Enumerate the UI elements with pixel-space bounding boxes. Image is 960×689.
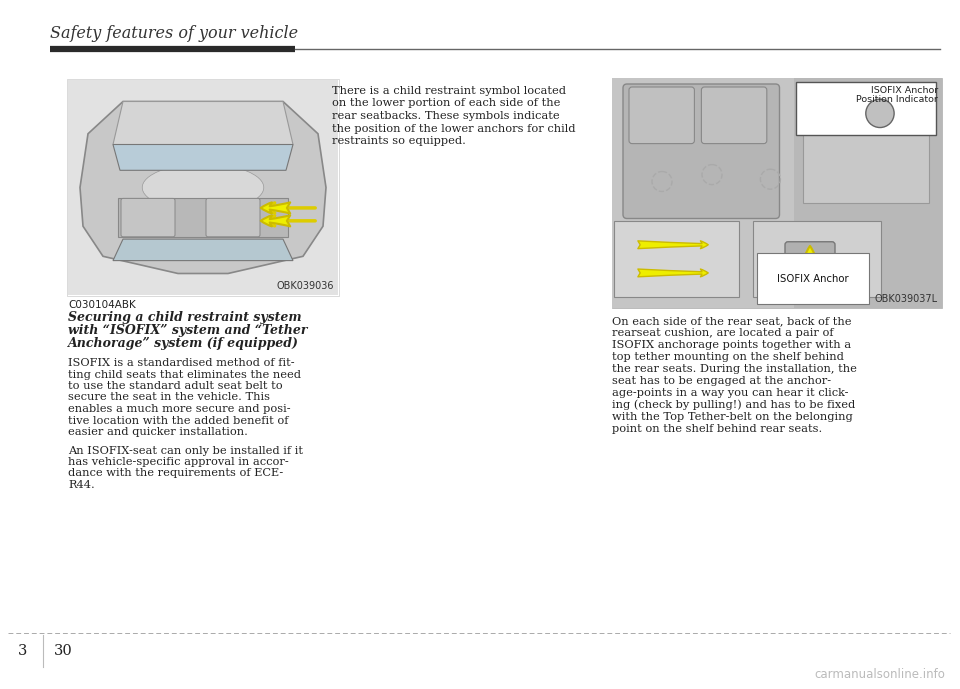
Text: rear seatbacks. These symbols indicate: rear seatbacks. These symbols indicate bbox=[332, 111, 560, 121]
Bar bbox=[118, 198, 288, 237]
Bar bbox=[67, 79, 339, 296]
Text: 30: 30 bbox=[54, 644, 72, 658]
Text: secure the seat in the vehicle. This: secure the seat in the vehicle. This bbox=[68, 393, 270, 402]
Text: OBK039036: OBK039036 bbox=[276, 281, 334, 291]
Polygon shape bbox=[113, 239, 293, 260]
Text: ISOFIX Anchor: ISOFIX Anchor bbox=[777, 274, 849, 284]
Text: seat has to be engaged at the anchor-: seat has to be engaged at the anchor- bbox=[612, 376, 831, 386]
Bar bbox=[68, 80, 338, 295]
Polygon shape bbox=[113, 101, 293, 155]
Text: On each side of the rear seat, back of the: On each side of the rear seat, back of t… bbox=[612, 316, 852, 326]
Text: Position Indicator: Position Indicator bbox=[856, 95, 938, 104]
FancyBboxPatch shape bbox=[206, 198, 260, 237]
FancyBboxPatch shape bbox=[796, 82, 936, 134]
Text: OBK039037L: OBK039037L bbox=[875, 294, 938, 304]
FancyBboxPatch shape bbox=[623, 84, 780, 218]
Text: R44.: R44. bbox=[68, 480, 95, 490]
Text: enables a much more secure and posi-: enables a much more secure and posi- bbox=[68, 404, 291, 414]
Polygon shape bbox=[80, 101, 326, 274]
Text: ISOFIX anchorage points together with a: ISOFIX anchorage points together with a bbox=[612, 340, 852, 350]
FancyBboxPatch shape bbox=[629, 87, 694, 143]
Text: carmanualsonline.info: carmanualsonline.info bbox=[814, 668, 945, 681]
Text: ing (check by pulling!) and has to be fixed: ing (check by pulling!) and has to be fi… bbox=[612, 400, 855, 410]
Text: An ISOFIX-seat can only be installed if it: An ISOFIX-seat can only be installed if … bbox=[68, 446, 303, 455]
Bar bbox=[612, 78, 794, 308]
Text: tive location with the added benefit of: tive location with the added benefit of bbox=[68, 415, 289, 426]
Text: There is a child restraint symbol located: There is a child restraint symbol locate… bbox=[332, 86, 566, 96]
Text: to use the standard adult seat belt to: to use the standard adult seat belt to bbox=[68, 381, 282, 391]
FancyBboxPatch shape bbox=[702, 87, 767, 143]
Bar bbox=[794, 78, 942, 308]
Text: rearseat cushion, are located a pair of: rearseat cushion, are located a pair of bbox=[612, 328, 833, 338]
Text: Safety features of your vehicle: Safety features of your vehicle bbox=[50, 25, 299, 42]
FancyBboxPatch shape bbox=[785, 242, 835, 263]
Bar bbox=[612, 78, 942, 308]
Polygon shape bbox=[113, 145, 293, 170]
Text: ting child seats that eliminates the need: ting child seats that eliminates the nee… bbox=[68, 369, 301, 380]
Text: age-points in a way you can hear it click-: age-points in a way you can hear it clic… bbox=[612, 388, 849, 398]
Ellipse shape bbox=[142, 164, 264, 211]
Text: point on the shelf behind rear seats.: point on the shelf behind rear seats. bbox=[612, 424, 823, 434]
Text: the rear seats. During the installation, the: the rear seats. During the installation,… bbox=[612, 364, 857, 374]
Text: with the Top Tether-belt on the belonging: with the Top Tether-belt on the belongin… bbox=[612, 412, 852, 422]
FancyBboxPatch shape bbox=[121, 198, 175, 237]
Circle shape bbox=[866, 99, 894, 127]
Text: restraints so equipped.: restraints so equipped. bbox=[332, 136, 466, 146]
Text: ISOFIX Anchor: ISOFIX Anchor bbox=[871, 86, 938, 95]
Text: Anchorage” system (if equipped): Anchorage” system (if equipped) bbox=[68, 337, 299, 350]
Text: Securing a child restraint system: Securing a child restraint system bbox=[68, 311, 301, 324]
Text: has vehicle-specific approval in accor-: has vehicle-specific approval in accor- bbox=[68, 457, 289, 467]
Text: ISOFIX is a standardised method of fit-: ISOFIX is a standardised method of fit- bbox=[68, 358, 295, 368]
Text: easier and quicker installation.: easier and quicker installation. bbox=[68, 427, 248, 437]
Bar bbox=[753, 220, 881, 297]
Bar bbox=[614, 220, 739, 297]
Text: with “ISOFIX” system and “Tether: with “ISOFIX” system and “Tether bbox=[68, 324, 307, 337]
Text: on the lower portion of each side of the: on the lower portion of each side of the bbox=[332, 99, 561, 108]
Text: 3: 3 bbox=[18, 644, 28, 658]
Bar bbox=[804, 83, 928, 203]
Text: C030104ABK: C030104ABK bbox=[68, 300, 135, 310]
Text: dance with the requirements of ECE-: dance with the requirements of ECE- bbox=[68, 469, 283, 478]
Text: the position of the lower anchors for child: the position of the lower anchors for ch… bbox=[332, 123, 575, 134]
Text: top tether mounting on the shelf behind: top tether mounting on the shelf behind bbox=[612, 352, 844, 362]
